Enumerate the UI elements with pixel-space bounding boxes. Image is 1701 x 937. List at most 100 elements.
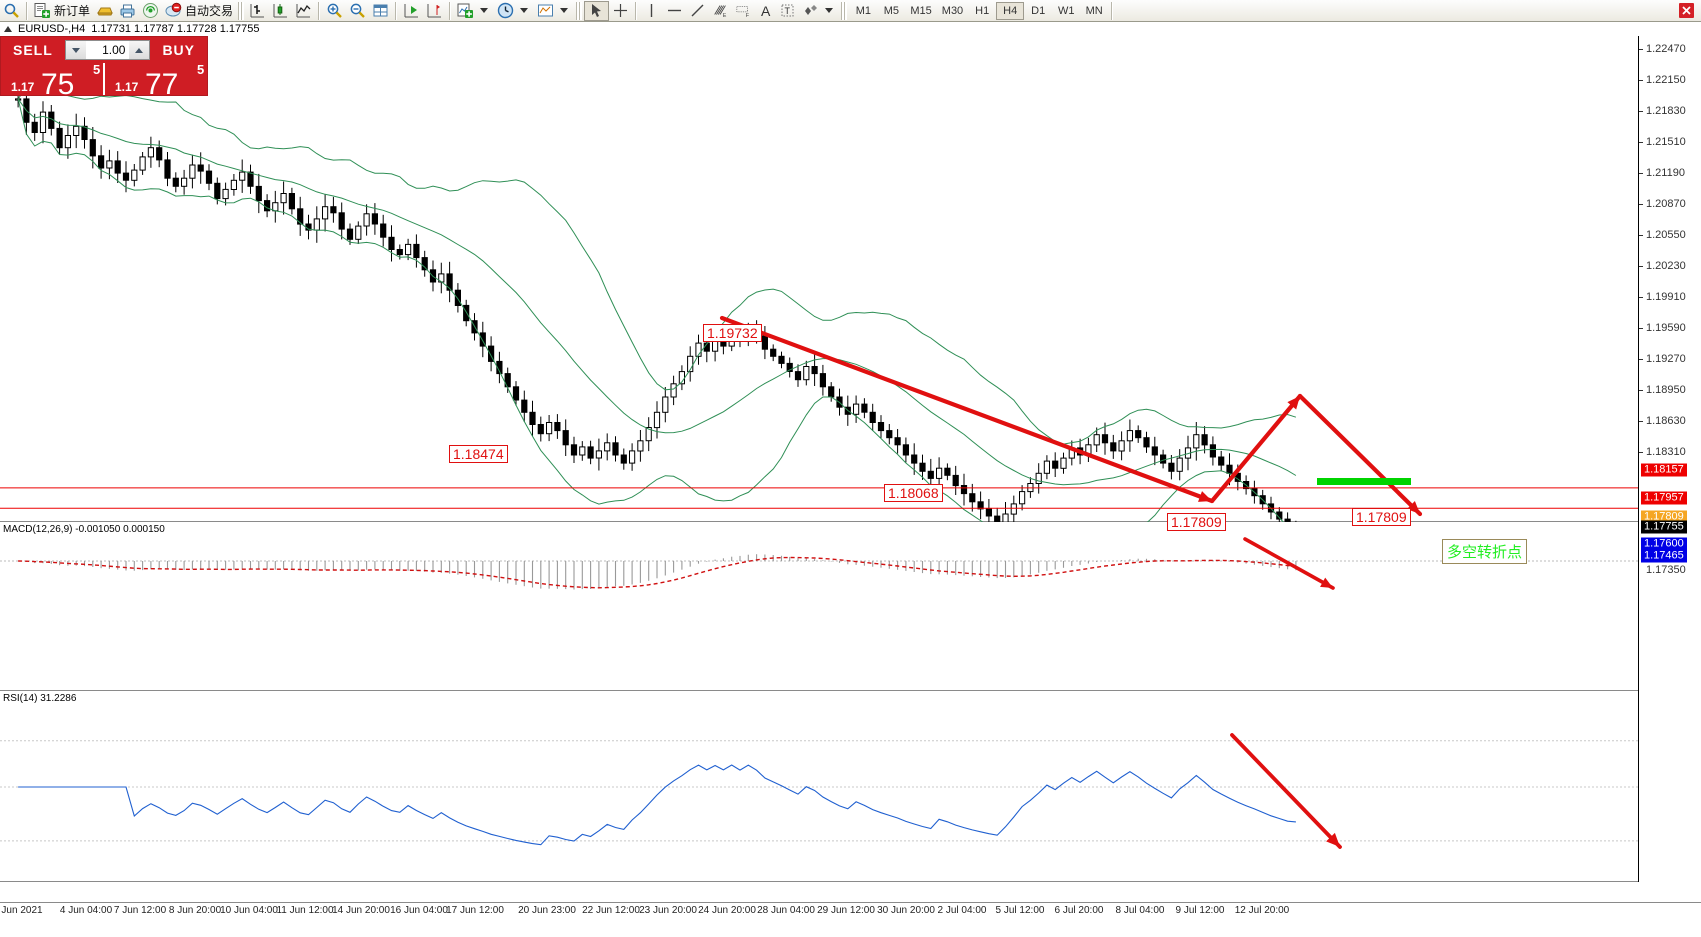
- chevron-down-icon-4[interactable]: [825, 8, 834, 13]
- auto-scroll-icon[interactable]: [400, 1, 423, 21]
- volume-value[interactable]: 1.00: [102, 43, 126, 57]
- tf-m1[interactable]: M1: [855, 4, 872, 17]
- volume-up-button[interactable]: [129, 41, 150, 59]
- chevron-down-icon-2[interactable]: [520, 8, 529, 13]
- tf-m30[interactable]: M30: [941, 4, 964, 17]
- toolbar-grip-3[interactable]: [841, 1, 848, 20]
- chart-shift-icon[interactable]: [423, 1, 446, 21]
- symbol-label: EURUSD-,H4: [18, 23, 86, 35]
- axis-tick: [1639, 80, 1643, 81]
- time-axis-label: 28 Jun 04:00: [757, 905, 815, 916]
- crosshair-icon[interactable]: [609, 1, 632, 21]
- macd-title: MACD(12,26,9) -0.001050 0.000150: [3, 524, 165, 535]
- price-axis-label: 1.20870: [1646, 198, 1686, 210]
- toolbar-divider: [26, 1, 28, 20]
- volume-down-button[interactable]: [65, 41, 86, 59]
- tf-h1[interactable]: H1: [975, 4, 990, 17]
- close-icon[interactable]: [1675, 1, 1698, 21]
- grid-icon[interactable]: [369, 1, 392, 21]
- buy-price-sup: 5: [197, 62, 205, 77]
- time-axis-label: 30 Jun 20:00: [877, 905, 935, 916]
- new-order-button[interactable]: 新订单: [31, 1, 93, 21]
- templates-icon[interactable]: [534, 1, 574, 21]
- tf-mn[interactable]: MN: [1085, 4, 1103, 17]
- axis-tick: [1639, 452, 1643, 453]
- price-annotation-label[interactable]: 1.17809: [1167, 513, 1226, 531]
- bar-chart-icon[interactable]: [246, 1, 269, 21]
- buy-button[interactable]: BUY: [162, 42, 195, 58]
- price-annotation-label[interactable]: 1.19732: [703, 324, 762, 342]
- chart-container[interactable]: MACD(12,26,9) -0.001050 0.000150 0.00109…: [0, 36, 1701, 918]
- objects-icon[interactable]: [799, 1, 839, 21]
- vline-icon[interactable]: [640, 1, 663, 21]
- channel-icon[interactable]: F: [732, 1, 755, 21]
- macd-chart-canvas: [0, 537, 1638, 590]
- zoom-out-icon[interactable]: [346, 1, 369, 21]
- sell-quote[interactable]: 1.17 75 5: [1, 62, 103, 100]
- wifi-icon[interactable]: [139, 1, 162, 21]
- collapse-triangle-icon[interactable]: [4, 26, 12, 32]
- sell-price-prefix: 1.17: [11, 80, 35, 94]
- price-axis-label: 1.19910: [1646, 291, 1686, 303]
- price-level-badge[interactable]: 1.17809: [1641, 510, 1687, 524]
- price-axis-label: 1.21830: [1646, 105, 1686, 117]
- toolbar-divider-3: [395, 1, 398, 20]
- axis-tick: [1639, 204, 1643, 205]
- tf-m15[interactable]: M15: [910, 4, 932, 17]
- toolbar-grip-2[interactable]: [576, 1, 583, 20]
- tf-m5[interactable]: M5: [883, 4, 900, 17]
- label-icon[interactable]: T: [776, 1, 799, 21]
- price-axis-label: 1.22150: [1646, 74, 1686, 86]
- axis-tick: [1639, 297, 1643, 298]
- time-axis[interactable]: Jun 2021 4 Jun 04:00 7 Jun 12:00 8 Jun 20:0…: [0, 902, 1701, 918]
- price-annotation-label[interactable]: 1.18474: [449, 445, 508, 463]
- axis-tick: [1639, 49, 1643, 50]
- buy-price-prefix: 1.17: [115, 80, 139, 94]
- price-chart-canvas: [0, 86, 1638, 522]
- axis-tick: [1639, 390, 1643, 391]
- buy-quote[interactable]: 1.17 77 5: [103, 62, 207, 100]
- fibo-icon[interactable]: E: [709, 1, 732, 21]
- hline-icon[interactable]: [663, 1, 686, 21]
- rsi-chart-canvas: [0, 733, 1638, 849]
- price-annotation-label[interactable]: 1.17809: [1352, 508, 1411, 526]
- time-axis-label: 10 Jun 04:00: [220, 905, 278, 916]
- tf-d1[interactable]: D1: [1031, 4, 1046, 17]
- search-icon[interactable]: [0, 1, 23, 21]
- price-pane[interactable]: [0, 36, 1638, 522]
- trendline-icon[interactable]: [686, 1, 709, 21]
- price-level-badge[interactable]: 1.17600: [1641, 537, 1687, 551]
- cursor-icon[interactable]: [584, 0, 610, 21]
- line-chart-icon[interactable]: [292, 1, 315, 21]
- period-clock-icon[interactable]: [494, 1, 534, 21]
- new-order-label: 新订单: [54, 4, 91, 18]
- toolbar-grip[interactable]: [238, 1, 245, 20]
- price-level-badge[interactable]: 1.18157: [1641, 463, 1687, 477]
- macd-pane[interactable]: MACD(12,26,9) -0.001050 0.000150 0.00109…: [0, 523, 1698, 691]
- rsi-pane[interactable]: RSI(14) 31.2286 100805015: [0, 692, 1686, 882]
- volume-stepper[interactable]: 1.00: [64, 40, 151, 60]
- tf-w1[interactable]: W1: [1057, 4, 1075, 17]
- chevron-down-icon[interactable]: [480, 8, 489, 13]
- price-axis[interactable]: 1.22470 1.22150 1.21830 1.21510 1.21190 1.208…: [1638, 36, 1701, 882]
- printer-icon[interactable]: [116, 1, 139, 21]
- indicators-icon[interactable]: [454, 1, 494, 21]
- price-level-badge[interactable]: 1.17465: [1641, 549, 1687, 563]
- price-axis-label: 1.20230: [1646, 260, 1686, 272]
- price-annotation-label[interactable]: 1.18068: [884, 484, 943, 502]
- chevron-down-icon-3[interactable]: [560, 8, 569, 13]
- one-click-trading-panel[interactable]: SELL 1.00 BUY 1.17 75 5 1.17 77 5: [0, 36, 208, 100]
- zoom-in-icon[interactable]: [323, 1, 346, 21]
- tf-h4[interactable]: H4: [996, 1, 1025, 20]
- price-level-badge[interactable]: 1.17957: [1641, 491, 1687, 505]
- text-icon[interactable]: A: [761, 2, 771, 19]
- auto-trading-button[interactable]: 自动交易: [162, 1, 236, 21]
- price-axis-label: 1.17350: [1646, 564, 1686, 576]
- chart-note-label[interactable]: 多空转折点: [1442, 539, 1528, 564]
- price-level-badge[interactable]: 1.17755: [1641, 520, 1687, 534]
- sell-button[interactable]: SELL: [13, 42, 53, 58]
- trade-panel-top: SELL 1.00 BUY: [1, 37, 207, 63]
- price-axis-label: 1.19270: [1646, 353, 1686, 365]
- candlestick-chart-icon[interactable]: [269, 1, 292, 21]
- gold-bar-icon[interactable]: [93, 1, 116, 21]
